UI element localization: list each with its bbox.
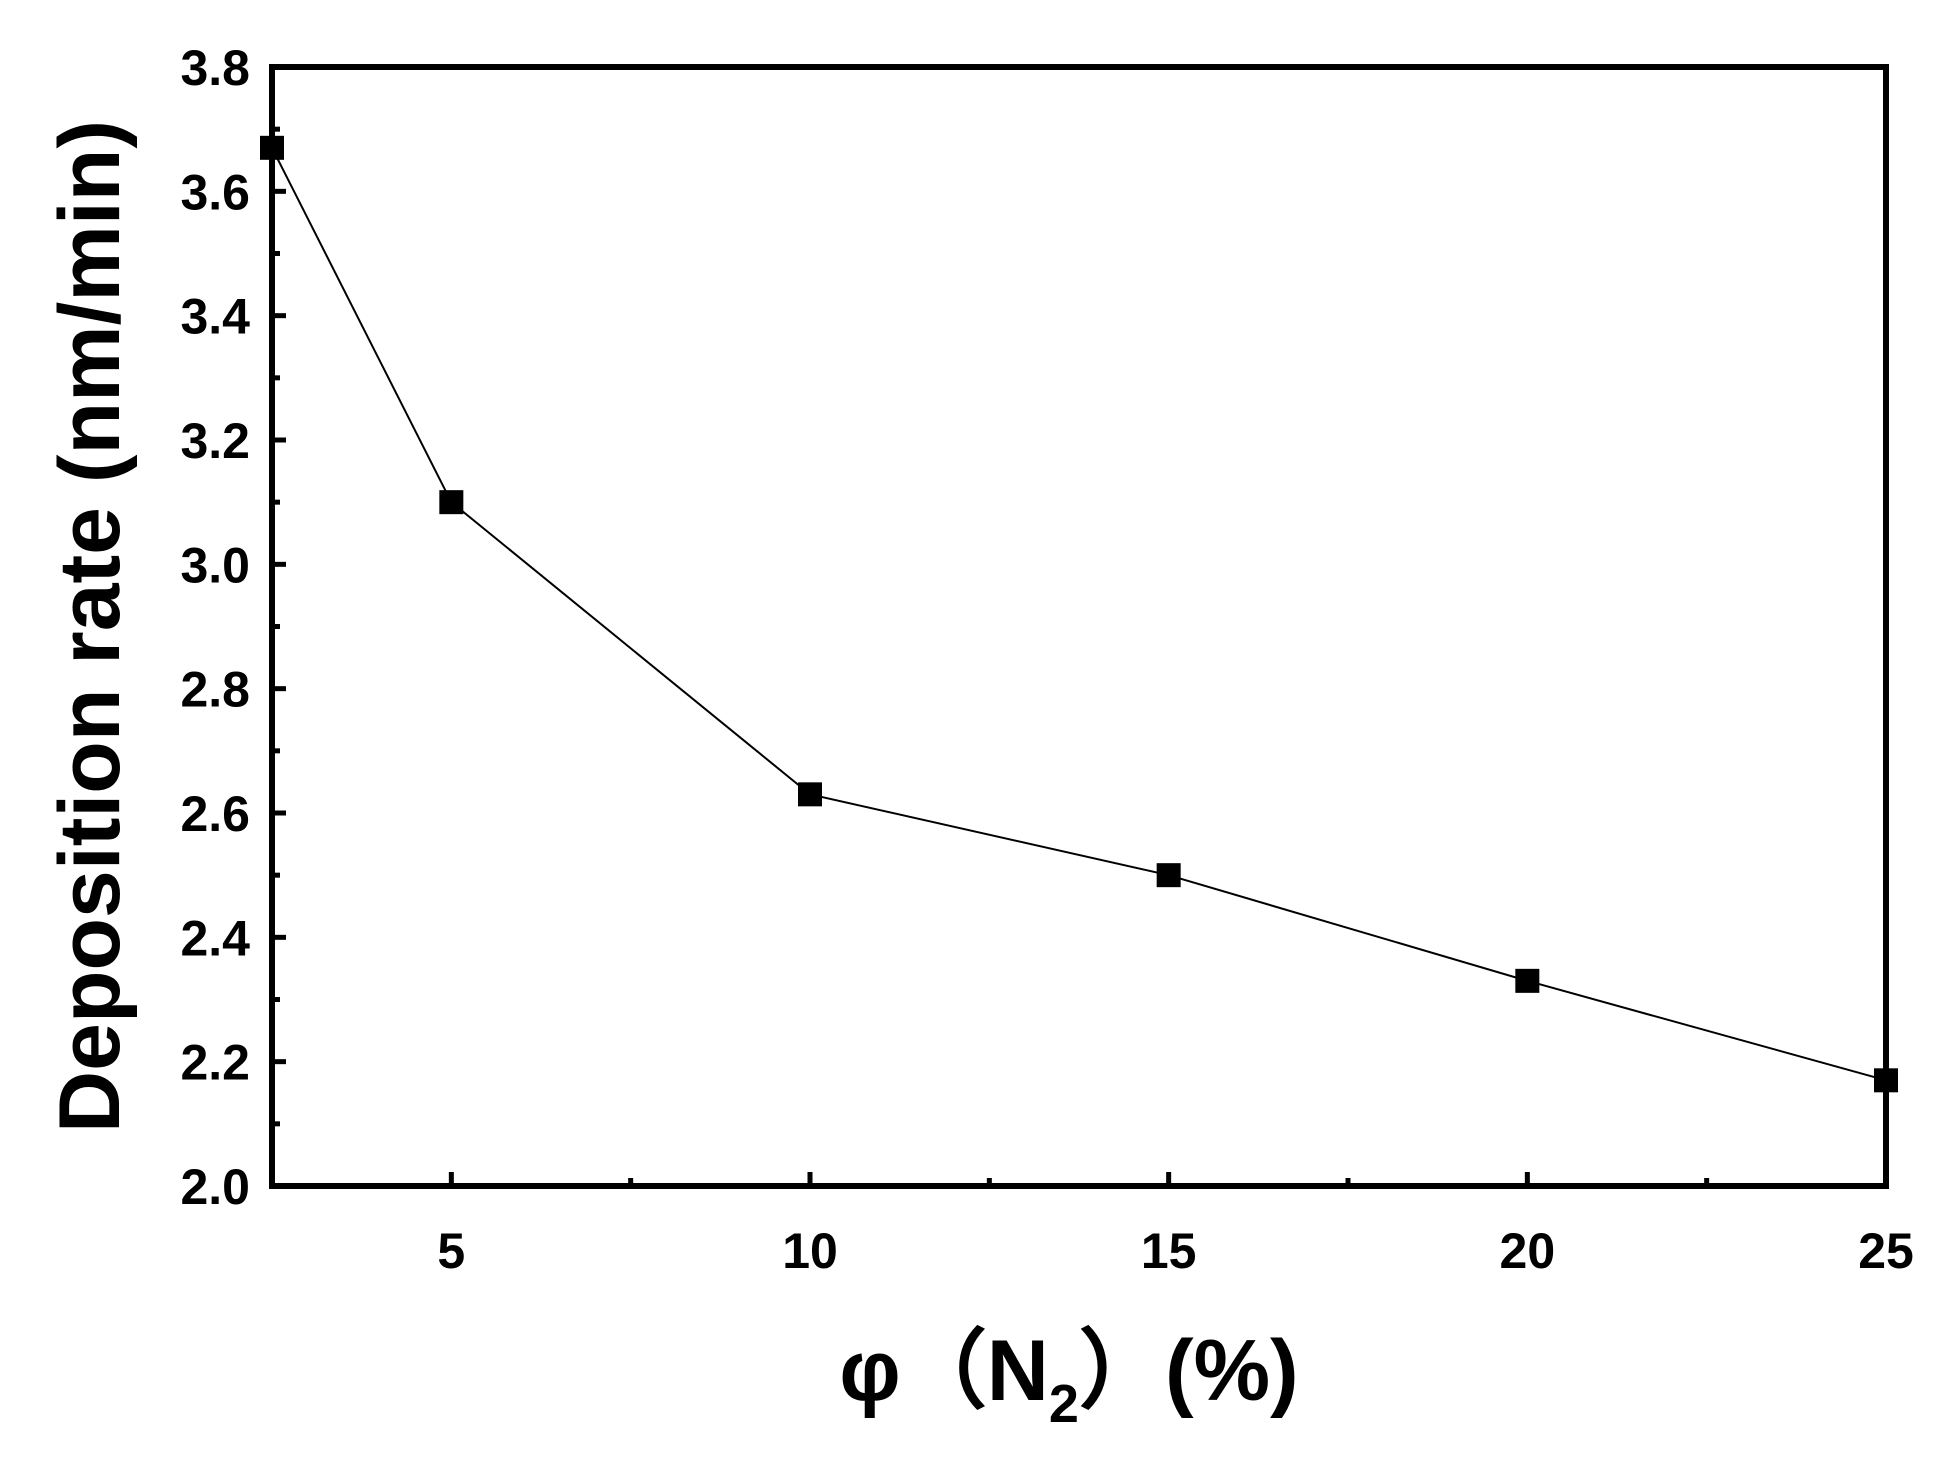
y-tick-label: 2.0 [180,1159,250,1215]
x-tick-label: 20 [1500,1223,1556,1279]
y-tick-label: 3.2 [180,413,250,469]
y-axis-title: Deposition rate (nm/min) [42,120,138,1133]
y-tick-label: 2.4 [180,910,250,966]
y-tick-label: 2.2 [180,1035,250,1091]
x-tick-label: 25 [1858,1223,1914,1279]
x-axis-title-subscript: 2 [1049,1374,1079,1434]
x-tick-label: 15 [1141,1223,1197,1279]
series-layer [260,135,1898,1093]
y-tick-label: 3.8 [180,40,250,96]
y-tick-label: 2.6 [180,786,250,842]
series-line [271,147,1887,1082]
x-tick-label: 10 [782,1223,838,1279]
data-point [1156,863,1181,888]
tick-labels-layer: 5 10 15 20 25 2.0 2.2 2.4 2.6 2.8 3.0 3.2 3.4 3.6 3.8 [180,40,1913,1279]
x-tick-label: 5 [437,1223,465,1279]
x-axis-title-prefix: φ（N [839,1323,1049,1419]
x-axis-title-suffix: ）(%) [1079,1323,1299,1419]
x-axis-title: φ（N2）(%) [839,1323,1298,1434]
data-point [798,782,822,807]
y-tick-label: 2.8 [180,662,250,718]
data-point [1515,968,1540,993]
ticks-layer [272,64,1889,1189]
y-tick-label: 3.6 [180,164,250,220]
y-tick-label: 3.0 [180,537,250,593]
plot-frame [269,64,1889,1189]
data-point [439,490,464,515]
y-tick-label: 3.4 [180,289,250,345]
